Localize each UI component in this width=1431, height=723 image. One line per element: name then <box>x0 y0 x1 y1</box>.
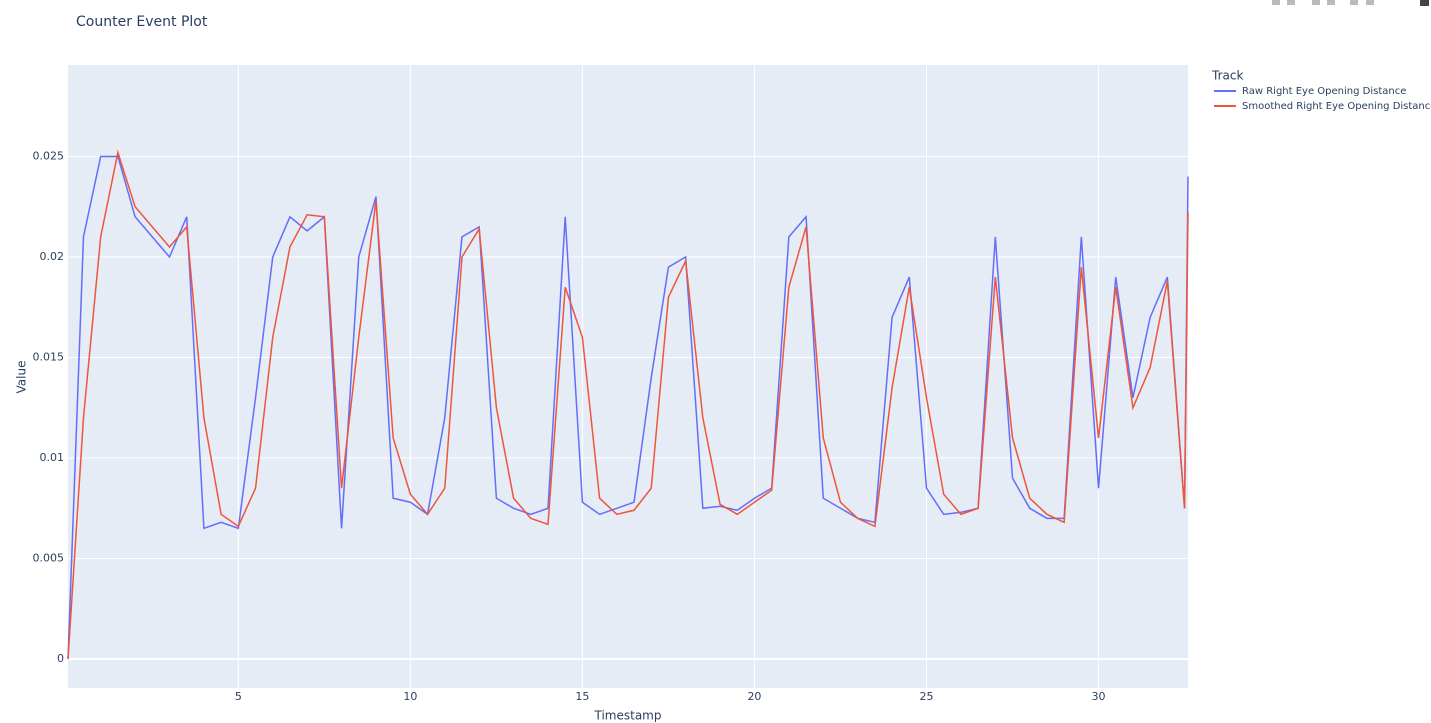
y-axis-title: Value <box>15 361 29 394</box>
x-tick-label: 25 <box>919 690 933 703</box>
plot-area <box>68 65 1188 688</box>
series-line <box>67 149 1189 660</box>
toolbar[interactable] <box>1272 0 1429 6</box>
chart-title: Counter Event Plot <box>76 14 208 30</box>
y-tick-label: 0.02 <box>40 250 65 263</box>
toolbar-icon[interactable] <box>1312 0 1320 5</box>
toolbar-logo[interactable] <box>1420 0 1429 6</box>
toolbar-icon[interactable] <box>1350 0 1358 5</box>
x-tick-label: 30 <box>1092 690 1106 703</box>
toolbar-icon[interactable] <box>1287 0 1295 5</box>
y-tick-label: 0.015 <box>33 351 65 364</box>
x-tick-label: 20 <box>747 690 761 703</box>
toolbar-icon[interactable] <box>1366 0 1374 5</box>
x-tick-label: 10 <box>403 690 417 703</box>
series-line <box>67 155 1189 660</box>
legend-label: Raw Right Eye Opening Distance <box>1242 86 1406 97</box>
x-axis-title: Timestamp <box>594 709 662 723</box>
legend-label: Smoothed Right Eye Opening Distance <box>1242 101 1431 112</box>
toolbar-icon[interactable] <box>1272 0 1280 5</box>
y-tick-label: 0.025 <box>33 149 65 162</box>
y-tick-label: 0.005 <box>33 552 65 565</box>
x-tick-label: 15 <box>575 690 589 703</box>
toolbar-icon[interactable] <box>1327 0 1335 5</box>
y-tick-label: 0.01 <box>40 451 65 464</box>
y-tick-label: 0 <box>57 652 64 665</box>
x-tick-label: 5 <box>235 690 242 703</box>
legend-title: Track <box>1211 69 1243 83</box>
